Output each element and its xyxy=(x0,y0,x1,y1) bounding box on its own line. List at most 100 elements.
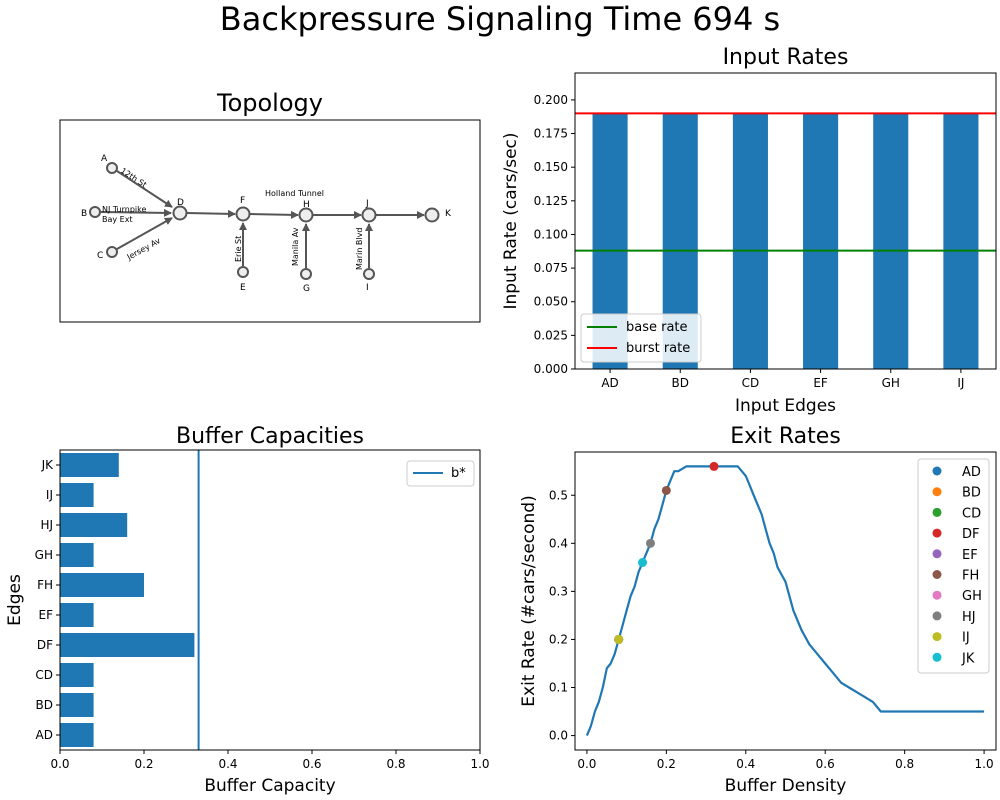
exit-rate-curve xyxy=(585,465,985,737)
legend-marker xyxy=(932,590,942,600)
input-rates-xlabel: Input Edges xyxy=(735,396,836,416)
buffer-ytick-label: EF xyxy=(39,608,54,622)
node-k xyxy=(424,207,440,223)
legend-label: EF xyxy=(962,548,978,563)
input-rate-ytick-label: 0.100 xyxy=(534,227,568,241)
buffer-capacities-ylabel: Edges xyxy=(5,574,25,626)
input-rate-xtick-label: EF xyxy=(813,376,828,390)
exit-rate-point-df xyxy=(709,461,719,471)
node-f xyxy=(235,206,251,222)
input-rate-bar-ef xyxy=(803,113,839,369)
node-e xyxy=(237,266,249,278)
exit-rate-xtick-label: 0.0 xyxy=(577,757,596,771)
input-rate-xtick-label: CD xyxy=(742,376,760,390)
exit-rates-xlabel: Buffer Density xyxy=(725,776,847,796)
node-label-c: C xyxy=(97,251,103,261)
input-rates-title: Input Rates xyxy=(723,45,849,70)
legend-marker xyxy=(932,487,942,497)
exit-rate-ytick-label: 0.2 xyxy=(549,632,568,646)
buffer-capacities-xlabel: Buffer Capacity xyxy=(204,776,335,796)
buffer-bar-ad xyxy=(60,723,94,747)
buffer-bar-gh xyxy=(60,543,94,567)
buffer-bar-bd xyxy=(60,693,94,717)
legend-label: base rate xyxy=(626,320,688,335)
exit-rates-chart: Exit Rates 0.0 0.2 0.4 0.6 0.8 1.0 0.0 0.1 0.2 0.3… xyxy=(519,424,997,796)
input-rate-ytick-label: 0.000 xyxy=(534,362,568,376)
buffer-ytick-label: BD xyxy=(36,698,53,712)
exit-rates-ylabel: Exit Rate (#cars/second) xyxy=(519,495,539,706)
exit-rate-ytick-label: 0.4 xyxy=(549,536,568,550)
edge-ad xyxy=(116,170,173,208)
street-label-manila: Manila Av xyxy=(291,227,300,266)
input-rate-ytick-label: 0.175 xyxy=(534,127,568,141)
exit-rate-xtick-label: 0.8 xyxy=(895,757,914,771)
buffer-capacities-title: Buffer Capacities xyxy=(176,424,364,449)
street-label-nj-turnpike: NJ Turnpike xyxy=(102,205,146,214)
buffer-bar-hj xyxy=(60,513,128,537)
legend-label: GH xyxy=(962,589,982,604)
buffer-bar-fh xyxy=(60,573,144,597)
figure-title: Backpressure Signaling Time 694 s xyxy=(220,0,780,38)
input-rates-chart: Input Rates AD BD CD EF GH IJ 0.000 0.025 0.050 0.… xyxy=(501,45,997,416)
topology-edges xyxy=(99,170,425,268)
legend-marker xyxy=(932,632,942,642)
buffer-xtick-label: 0.8 xyxy=(386,757,405,771)
legend-label: DF xyxy=(962,527,980,542)
node-i xyxy=(363,268,375,280)
buffer-bar-ij xyxy=(60,483,94,507)
legend-marker xyxy=(932,652,942,662)
exit-rate-point-hj xyxy=(645,538,655,548)
exit-rate-xtick-label: 0.2 xyxy=(657,757,676,771)
input-rate-xtick-label: AD xyxy=(601,376,618,390)
input-rate-ytick-label: 0.150 xyxy=(534,160,568,174)
input-rate-bar-gh xyxy=(873,113,909,369)
legend-label: FH xyxy=(962,569,979,584)
exit-rate-point-ij xyxy=(614,634,624,644)
input-rate-xtick-label: BD xyxy=(672,376,689,390)
node-a xyxy=(106,162,118,174)
buffer-bar-cd xyxy=(60,663,94,687)
input-rate-xtick-label: GH xyxy=(882,376,900,390)
legend-marker xyxy=(932,570,942,579)
legend-label: CD xyxy=(962,506,981,521)
node-label-f: F xyxy=(240,196,245,206)
legend-marker xyxy=(932,549,942,559)
topology-panel: Topology xyxy=(59,89,481,323)
topology-node-labels: A B C D E F G H I J K xyxy=(81,154,452,294)
input-rate-ytick-label: 0.125 xyxy=(534,194,568,208)
input-rate-ytick-label: 0.025 xyxy=(534,328,568,342)
legend-label: burst rate xyxy=(626,341,690,356)
exit-rate-ytick-label: 0.1 xyxy=(549,681,568,695)
legend-marker xyxy=(932,611,942,621)
buffer-ytick-label: HJ xyxy=(40,518,53,532)
exit-rates-frame xyxy=(574,451,997,751)
edge-df xyxy=(186,209,236,218)
node-h xyxy=(298,207,314,223)
node-label-a: A xyxy=(101,154,108,164)
input-rate-bar-ij xyxy=(943,113,979,369)
buffer-xtick-label: 0.4 xyxy=(218,757,237,771)
input-rates-ylabel: Input Rate (cars/sec) xyxy=(501,132,521,309)
buffer-ytick-label: CD xyxy=(35,668,53,682)
node-label-d: D xyxy=(177,198,184,208)
input-rates-frame xyxy=(574,72,997,370)
buffer-xtick-label: 0.0 xyxy=(50,757,69,771)
edge-bd xyxy=(99,208,172,217)
buffer-ytick-label: FH xyxy=(37,578,53,592)
exit-rate-xtick-label: 0.6 xyxy=(816,757,835,771)
exit-rates-legend: AD BD CD DF EF FH GH HJ IJ JK xyxy=(917,458,990,674)
buffer-capacities-chart: Buffer Capacities AD BD CD DF EF FH GH HJ IJ JK 0.0… xyxy=(5,424,490,796)
exit-rate-ytick-label: 0.5 xyxy=(549,488,568,502)
legend-label: BD xyxy=(962,486,981,501)
buffer-ytick-label: IJ xyxy=(46,488,53,502)
buffer-bar-ef xyxy=(60,603,94,627)
topology-frame xyxy=(59,119,481,323)
buffer-xtick-label: 0.6 xyxy=(302,757,321,771)
node-label-i: I xyxy=(366,283,369,293)
street-label-erie: Erie St xyxy=(234,236,243,262)
edge-cd xyxy=(116,217,173,250)
node-label-j: J xyxy=(365,199,369,209)
topology-nodes xyxy=(89,162,440,280)
exit-rate-xtick-label: 0.4 xyxy=(736,757,755,771)
node-label-b: B xyxy=(81,209,87,219)
